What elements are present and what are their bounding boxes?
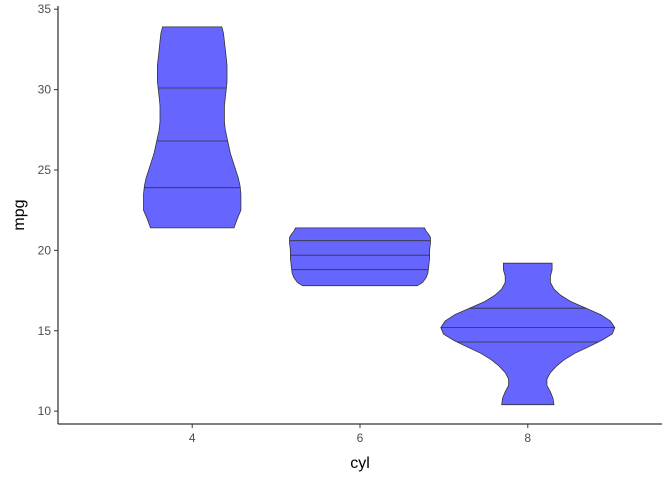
y-tick-label: 10 xyxy=(38,404,52,418)
x-tick-label: 4 xyxy=(189,431,196,445)
plot-area xyxy=(143,26,616,406)
x-tick-label: 8 xyxy=(524,431,531,445)
x-axis-ticks: 4 6 8 xyxy=(189,424,531,445)
violin-8 xyxy=(440,262,616,406)
violin-4 xyxy=(143,26,242,229)
x-tick-label: 6 xyxy=(357,431,364,445)
x-axis-title: cyl xyxy=(350,455,370,472)
y-tick-label: 25 xyxy=(38,163,52,177)
y-tick-label: 15 xyxy=(38,324,52,338)
y-tick-label: 35 xyxy=(38,2,52,16)
y-axis-ticks: 10 15 20 25 30 35 xyxy=(38,2,58,418)
violin-6 xyxy=(289,227,431,287)
y-axis-title: mpg xyxy=(11,199,28,230)
y-tick-label: 30 xyxy=(38,83,52,97)
y-tick-label: 20 xyxy=(38,243,52,257)
